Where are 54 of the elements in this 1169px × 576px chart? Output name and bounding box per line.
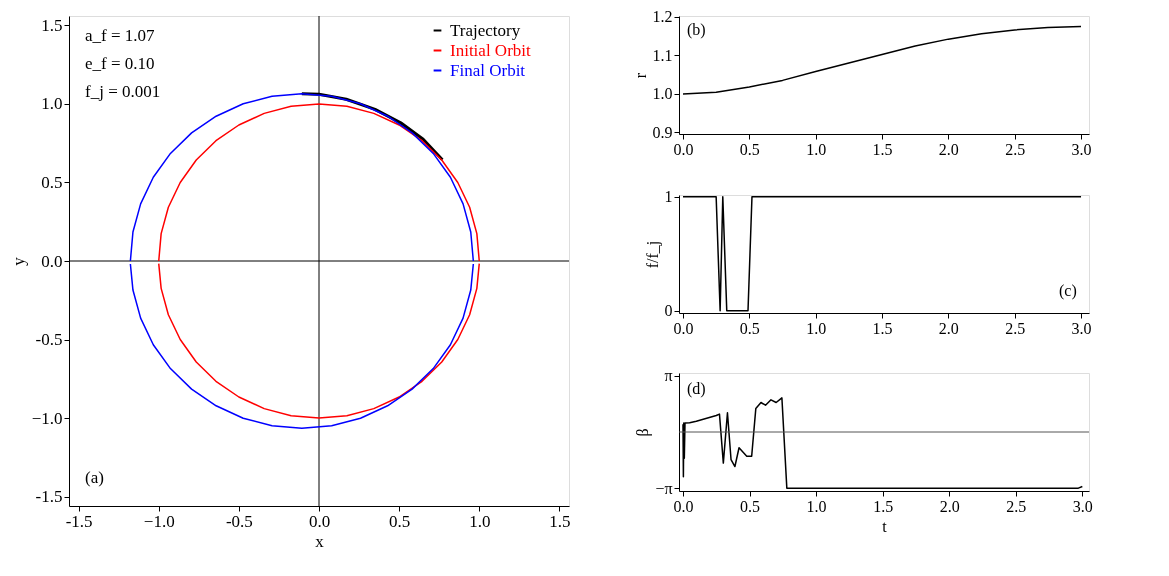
legend-label: Initial Orbit bbox=[450, 40, 532, 60]
annotation: a_f = 1.07 bbox=[85, 26, 156, 45]
x-tick-label: 2.5 bbox=[1005, 140, 1026, 158]
x-tick-label: 2.0 bbox=[938, 140, 959, 158]
annotation: (a) bbox=[85, 468, 104, 487]
x-tick-label: -0.5 bbox=[225, 511, 253, 531]
y-tick-label: 0.5 bbox=[41, 172, 63, 192]
x-axis-title: t bbox=[882, 517, 888, 535]
x-tick-label: 1.0 bbox=[469, 511, 491, 531]
x-tick-label: 2.5 bbox=[1006, 497, 1027, 515]
annotation: f_j = 0.001 bbox=[85, 82, 161, 101]
y-tick-label: 1.5 bbox=[41, 15, 63, 35]
x-axis-title: x bbox=[315, 531, 325, 551]
legend-label: Final Orbit bbox=[450, 60, 526, 80]
x-tick-label: 0.5 bbox=[389, 511, 411, 531]
y-tick-label: 1 bbox=[664, 188, 673, 206]
x-tick-label: 1.5 bbox=[549, 511, 571, 531]
x-tick-label: 2.0 bbox=[939, 497, 960, 515]
y-tick-label: 1.2 bbox=[652, 8, 673, 26]
y-tick-label: 1.0 bbox=[652, 85, 673, 103]
y-tick-label: −1.0 bbox=[31, 408, 63, 428]
y-tick-label: 0.9 bbox=[652, 123, 673, 141]
annotation: (c) bbox=[1059, 282, 1077, 300]
y-tick-label: −π bbox=[655, 479, 673, 497]
annotation: (b) bbox=[687, 21, 706, 39]
x-tick-label: 3.0 bbox=[1071, 319, 1092, 337]
y-tick-label: 1.0 bbox=[41, 94, 63, 114]
x-tick-label: 1.0 bbox=[806, 497, 827, 515]
y-tick-label: π bbox=[664, 367, 673, 385]
y-tick-label: 0 bbox=[664, 302, 673, 320]
x-tick-label: 0.5 bbox=[739, 140, 760, 158]
x-tick-label: 0.0 bbox=[308, 511, 331, 531]
x-tick-label: -1.5 bbox=[65, 511, 93, 531]
legend-label: Trajectory bbox=[450, 20, 521, 40]
y-tick-label: 1.1 bbox=[652, 46, 673, 64]
x-tick-label: 3.0 bbox=[1072, 497, 1093, 515]
y-axis-title: r bbox=[631, 72, 649, 79]
x-tick-label: 0.5 bbox=[739, 319, 760, 337]
x-tick-label: 3.0 bbox=[1071, 140, 1092, 158]
y-axis-title: f/f_j bbox=[643, 240, 662, 269]
x-tick-label: 2.0 bbox=[938, 319, 959, 337]
x-tick-label: 1.0 bbox=[806, 319, 827, 337]
x-tick-label: 1.0 bbox=[806, 140, 827, 158]
x-tick-label: 0.5 bbox=[740, 497, 761, 515]
y-tick-label: 0.0 bbox=[41, 251, 63, 271]
x-tick-label: 1.5 bbox=[872, 140, 893, 158]
annotation: (d) bbox=[687, 380, 706, 398]
x-tick-label: 1.5 bbox=[872, 319, 893, 337]
y-axis-title: y bbox=[8, 256, 28, 266]
x-tick-label: 1.5 bbox=[873, 497, 894, 515]
x-tick-label: −1.0 bbox=[143, 511, 175, 531]
annotation: e_f = 0.10 bbox=[85, 54, 155, 73]
y-axis-title: β bbox=[634, 428, 653, 437]
x-tick-label: 2.5 bbox=[1005, 319, 1026, 337]
